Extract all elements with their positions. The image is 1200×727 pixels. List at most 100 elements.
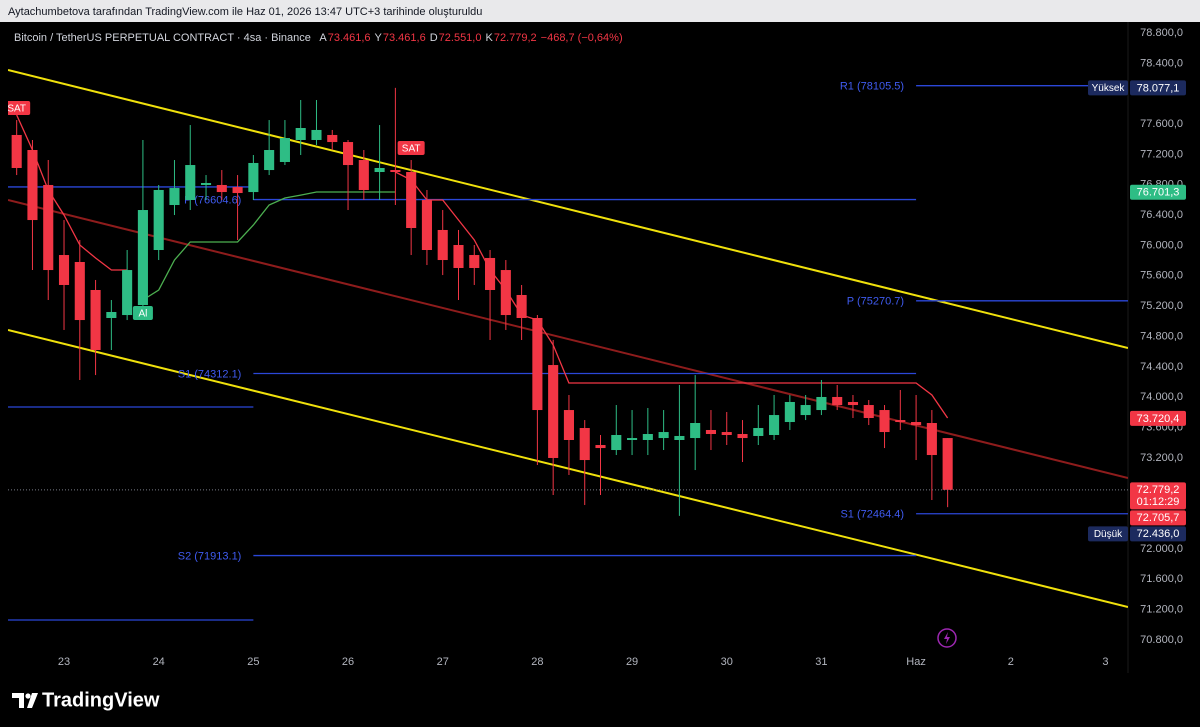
y-tick-label: 74.800,0 bbox=[1140, 330, 1183, 342]
icon-bolt[interactable] bbox=[944, 632, 950, 644]
candle-body bbox=[911, 422, 922, 426]
candle-body bbox=[595, 445, 606, 449]
candle-body bbox=[437, 229, 448, 261]
candle-body bbox=[374, 167, 385, 173]
logo-text[interactable]: TradingView bbox=[42, 689, 160, 711]
x-tick-label: 26 bbox=[342, 656, 354, 668]
candle-body bbox=[942, 438, 953, 490]
candle-body bbox=[548, 365, 559, 458]
legend-value: 73.461,6 bbox=[328, 32, 371, 44]
candle-body bbox=[658, 432, 669, 439]
y-tick-label: 70.800,0 bbox=[1140, 634, 1183, 646]
candle-body bbox=[248, 162, 259, 193]
signal-box bbox=[8, 101, 31, 116]
price-tag bbox=[1130, 510, 1186, 526]
candle-body bbox=[453, 245, 464, 268]
candle-body bbox=[500, 270, 511, 316]
candle-body bbox=[58, 255, 70, 285]
logo-mark[interactable] bbox=[25, 693, 31, 699]
candle-body bbox=[579, 428, 590, 461]
candle-body bbox=[153, 189, 164, 251]
header-bar bbox=[0, 0, 1200, 22]
icon-ring[interactable] bbox=[937, 628, 957, 648]
footer-logo[interactable]: TradingView bbox=[12, 689, 160, 711]
candle-body bbox=[769, 415, 780, 435]
x-tick-label: 28 bbox=[531, 656, 543, 668]
signal-label: Al bbox=[138, 309, 147, 320]
legend-value: 72.551,0 bbox=[439, 32, 482, 44]
candle-body bbox=[216, 184, 227, 193]
x-tick-label: 31 bbox=[815, 656, 827, 668]
candle-body bbox=[532, 317, 543, 411]
lightning-icon[interactable] bbox=[937, 628, 957, 648]
price-tag bbox=[1130, 410, 1186, 426]
x-tick-label: 25 bbox=[247, 656, 259, 668]
candle-body bbox=[342, 142, 354, 166]
pivot-label: S2 (71913.1) bbox=[178, 550, 242, 562]
legend-value: 73.461,6 bbox=[383, 32, 426, 44]
candle-body bbox=[43, 184, 54, 271]
y-tick-label: 73.200,0 bbox=[1140, 452, 1183, 464]
candle-body bbox=[185, 165, 196, 201]
candle-body bbox=[674, 435, 685, 441]
candle-body bbox=[137, 210, 148, 306]
y-tick-label: 74.400,0 bbox=[1140, 361, 1183, 373]
candle-body bbox=[516, 295, 527, 318]
y-tick-label: 75.600,0 bbox=[1140, 270, 1183, 282]
price-tag bbox=[1130, 80, 1186, 96]
signal-label: SAT bbox=[402, 144, 421, 155]
candle-body bbox=[122, 270, 133, 316]
price-tag-name: Yüksek bbox=[1092, 83, 1126, 94]
x-tick-label: 3 bbox=[1102, 656, 1108, 668]
pivot-label: S1 (72464.4) bbox=[840, 509, 904, 521]
price-tag bbox=[1130, 482, 1186, 510]
indicator-line bbox=[142, 191, 396, 301]
legend-key: K bbox=[485, 32, 493, 44]
candle-body bbox=[642, 434, 653, 441]
candle-body bbox=[690, 423, 701, 439]
price-tag-label: 76.701,3 bbox=[1137, 187, 1180, 199]
candle-body bbox=[390, 170, 401, 173]
candle-body bbox=[406, 172, 417, 229]
y-tick-label: 71.200,0 bbox=[1140, 604, 1183, 616]
plot-area: P (76604.6) S1 (74312.1) S2 (71913.1) R1 (7… bbox=[7, 69, 1128, 621]
legend-key: A bbox=[319, 32, 327, 44]
candle-body bbox=[27, 150, 38, 221]
y-tick-label: 72.000,0 bbox=[1140, 543, 1183, 555]
candle-body bbox=[832, 396, 843, 406]
candle-body bbox=[200, 183, 212, 185]
logo-mark[interactable] bbox=[12, 693, 24, 708]
chart-title: Bitcoin / TetherUS PERPETUAL CONTRACT · … bbox=[14, 32, 311, 44]
candle-body bbox=[847, 401, 859, 406]
candle-body bbox=[721, 432, 732, 435]
x-tick-label: 27 bbox=[437, 656, 449, 668]
signal-box bbox=[132, 306, 153, 321]
y-tick-label: 76.000,0 bbox=[1140, 239, 1183, 251]
pivot-label: P (76604.6) bbox=[184, 194, 241, 206]
x-tick-label: 2 bbox=[1008, 656, 1014, 668]
legend-value: 72.779,2 bbox=[494, 32, 537, 44]
price-tag bbox=[1130, 184, 1186, 200]
logo-mark[interactable] bbox=[27, 693, 38, 708]
candle-body bbox=[327, 134, 338, 143]
y-tick-label: 76.400,0 bbox=[1140, 209, 1183, 221]
price-tag-name-box bbox=[1088, 80, 1128, 96]
price-tag-name: Düşük bbox=[1094, 529, 1123, 540]
signal-label: SAT bbox=[7, 104, 26, 115]
candle-body bbox=[705, 429, 717, 435]
candle-body bbox=[563, 410, 574, 441]
price-tag-label: 73.720,4 bbox=[1137, 413, 1180, 425]
y-tick-label: 75.200,0 bbox=[1140, 300, 1183, 312]
candle-body bbox=[169, 188, 180, 206]
candle-body bbox=[106, 311, 117, 318]
candle-body bbox=[469, 255, 480, 268]
candle-body bbox=[11, 134, 22, 168]
legend-key: Y bbox=[375, 32, 383, 44]
y-tick-label: 78.800,0 bbox=[1140, 27, 1183, 39]
x-tick-label: 30 bbox=[721, 656, 733, 668]
candle-body bbox=[358, 160, 369, 190]
channel-line bbox=[8, 199, 1128, 479]
x-tick-label: 29 bbox=[626, 656, 638, 668]
